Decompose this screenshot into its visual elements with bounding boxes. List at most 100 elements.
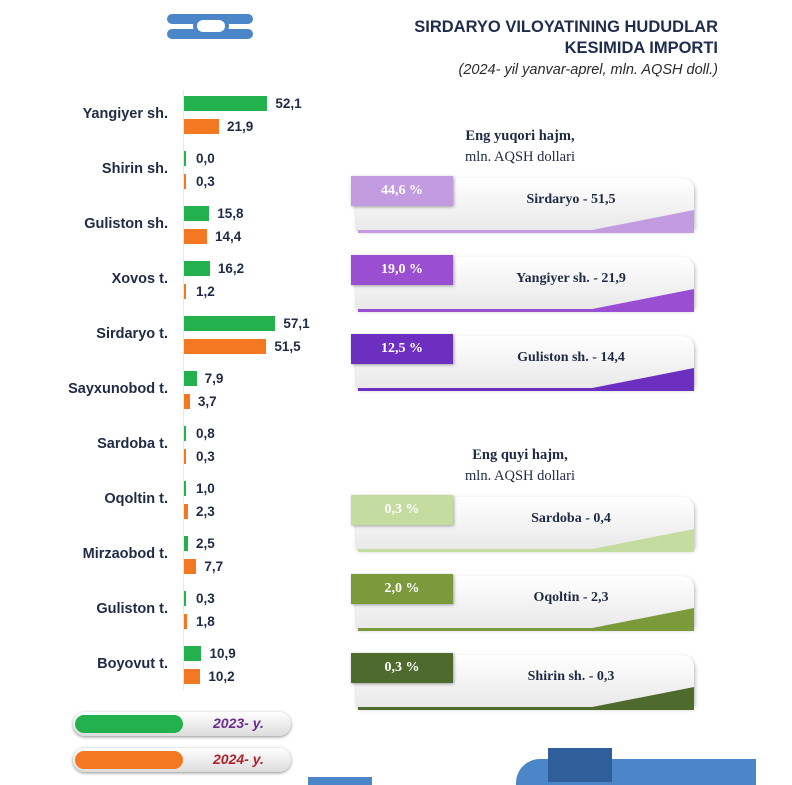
data-label-s2024: 0,3 <box>196 174 215 189</box>
percent-badge: 19,0 % <box>351 255 453 285</box>
ranking-card: 44,6 % Sirdaryo - 51,5 <box>351 176 694 234</box>
bar-s2023 <box>184 426 186 441</box>
category-label: Yangiyer sh. <box>82 106 168 122</box>
ranking-card: 2,0 % Oqoltin - 2,3 <box>351 574 694 632</box>
legend-label-2024: 2024- y. <box>213 751 264 767</box>
card-corner-decoration <box>582 529 694 551</box>
bar-s2024 <box>184 614 187 629</box>
percent-badge: 44,6 % <box>351 176 453 206</box>
bar-s2023 <box>184 261 210 276</box>
bar-s2023 <box>184 316 276 331</box>
data-label-s2023: 16,2 <box>217 261 245 276</box>
card-corner-decoration <box>582 289 694 311</box>
data-label-s2024: 7,7 <box>204 559 224 574</box>
bottom-panel-heading-line1: Eng quyi hajm, <box>472 447 568 463</box>
data-label-s2024: 21,9 <box>227 119 254 134</box>
chain-link-logo-icon <box>167 14 253 39</box>
bar-s2023 <box>184 96 268 111</box>
bar-s2024 <box>184 394 190 409</box>
data-label-s2023: 57,1 <box>283 316 310 331</box>
data-label-s2023: 52,1 <box>275 96 302 111</box>
card-underline <box>358 388 694 391</box>
top-panel-heading-line2: mln. AQSH dollari <box>465 149 575 165</box>
card-underline <box>358 707 694 710</box>
data-label-s2023: 0,3 <box>196 591 215 606</box>
card-label: Sardoba - 0,4 <box>531 511 611 526</box>
footer-decoration-block <box>548 748 612 782</box>
chart-axis-line <box>183 90 184 690</box>
percent-badge: 12,5 % <box>351 334 453 364</box>
card-underline <box>358 230 694 233</box>
data-label-s2023: 0,8 <box>196 426 215 441</box>
card-corner-decoration <box>582 368 694 390</box>
bar-s2024 <box>184 174 186 189</box>
data-label-s2024: 3,7 <box>197 394 217 409</box>
data-label-s2024: 14,4 <box>215 229 242 244</box>
bar-s2023 <box>184 591 186 606</box>
card-underline <box>358 309 694 312</box>
bar-s2023 <box>184 206 210 221</box>
percent-badge: 0,3 % <box>351 495 453 525</box>
card-corner-decoration <box>582 210 694 232</box>
card-corner-decoration <box>582 687 694 709</box>
data-label-s2023: 7,9 <box>204 371 224 386</box>
data-label-s2024: 51,5 <box>274 339 301 354</box>
category-label: Mirzaobod t. <box>82 546 168 562</box>
category-label: Boyovut t. <box>97 656 168 672</box>
bar-s2024 <box>184 559 197 574</box>
legend-item-2024: 2024- y. <box>73 748 291 772</box>
percent-badge: 0,3 % <box>351 653 453 683</box>
bar-s2024 <box>184 339 267 354</box>
card-label: Oqoltin - 2,3 <box>533 590 609 605</box>
bar-s2023 <box>184 151 186 166</box>
bar-s2024 <box>184 229 208 244</box>
bar-s2023 <box>184 646 202 661</box>
legend-swatch-2023 <box>75 715 183 733</box>
ranking-card: 0,3 % Sardoba - 0,4 <box>351 495 694 553</box>
data-label-s2024: 10,2 <box>208 669 235 684</box>
bottom-panel-heading-line2: mln. AQSH dollari <box>465 468 575 484</box>
footer-decoration-left <box>308 777 372 785</box>
data-label-s2023: 1,0 <box>196 481 215 496</box>
card-label: Guliston sh. - 14,4 <box>517 350 625 365</box>
category-label: Xovos t. <box>111 271 168 287</box>
category-label: Guliston sh. <box>84 216 168 232</box>
data-label-s2023: 0,0 <box>196 151 215 166</box>
category-label: Oqoltin t. <box>104 491 168 507</box>
category-label: Sardoba t. <box>97 436 168 452</box>
ranking-card: 12,5 % Guliston sh. - 14,4 <box>351 334 694 392</box>
top-panel-heading: Eng yuqori hajm, mln. AQSH dollari <box>405 126 635 168</box>
chart-title-line1: SIRDARYO VILOYATINING HUDUDLAR <box>414 18 718 36</box>
bar-s2024 <box>184 284 186 299</box>
percent-badge: 2,0 % <box>351 574 453 604</box>
top-panel-heading-line1: Eng yuqori hajm, <box>465 128 575 144</box>
bar-s2024 <box>184 669 201 684</box>
card-label: Sirdaryo - 51,5 <box>526 192 616 207</box>
card-underline <box>358 628 694 631</box>
card-label: Shirin sh. - 0,3 <box>527 669 615 684</box>
legend-swatch-2024 <box>75 751 183 769</box>
chart-title-line2: KESIMIDA IMPORTI <box>564 39 718 57</box>
ranking-card: 19,0 % Yangiyer sh. - 21,9 <box>351 255 694 313</box>
category-label: Sirdaryo t. <box>96 326 168 342</box>
bar-s2024 <box>184 504 188 519</box>
category-label: Guliston t. <box>96 601 168 617</box>
bottom-panel-heading: Eng quyi hajm, mln. AQSH dollari <box>405 445 635 487</box>
card-label: Yangiyer sh. - 21,9 <box>516 271 626 286</box>
bar-s2023 <box>184 371 197 386</box>
category-label: Sayxunobod t. <box>68 381 168 397</box>
chart-subtitle: (2024- yil yanvar-aprel, mln. AQSH doll.… <box>458 62 719 78</box>
card-underline <box>358 549 694 552</box>
bar-s2024 <box>184 119 220 134</box>
bar-s2023 <box>184 481 186 496</box>
legend-label-2023: 2023- y. <box>213 715 264 731</box>
bar-s2023 <box>184 536 188 551</box>
bar-s2024 <box>184 449 186 464</box>
data-label-s2024: 2,3 <box>196 504 215 519</box>
data-label-s2024: 1,2 <box>196 284 215 299</box>
data-label-s2024: 1,8 <box>196 614 215 629</box>
data-label-s2023: 15,8 <box>217 206 244 221</box>
data-label-s2023: 2,5 <box>196 536 215 551</box>
card-corner-decoration <box>582 608 694 630</box>
ranking-card: 0,3 % Shirin sh. - 0,3 <box>351 653 694 711</box>
